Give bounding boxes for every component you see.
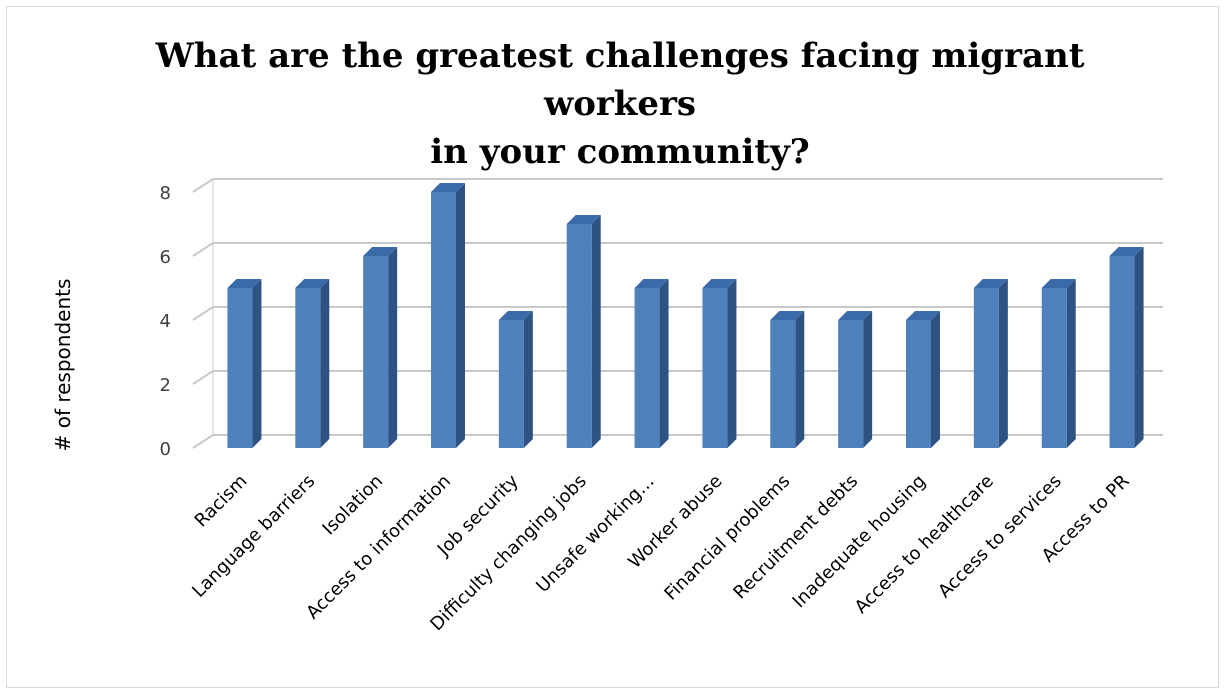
bar-side	[659, 279, 669, 448]
x-category-label: Financial problems	[660, 471, 794, 605]
bar	[702, 279, 737, 448]
chart-title-line-1: What are the greatest challenges facing …	[155, 36, 1085, 124]
bar-side	[591, 215, 601, 448]
bar-front	[1109, 256, 1135, 448]
bar-top	[702, 279, 737, 288]
x-category-label: Inadequate housing	[789, 471, 930, 612]
bar-side	[456, 183, 465, 448]
bar-front	[566, 224, 592, 448]
bar-front	[770, 320, 796, 448]
y-axis-ticks: 0 2 4 6 8	[160, 183, 171, 460]
bar-side	[795, 311, 805, 448]
x-category-label: Unsafe working…	[532, 471, 658, 597]
bar-side	[863, 311, 873, 448]
gridline	[192, 370, 1163, 385]
x-category-label: Access to services	[934, 471, 1066, 603]
x-category-label: Isolation	[318, 471, 387, 540]
chart-title: What are the greatest challenges facing …	[120, 32, 1120, 176]
gridline	[192, 306, 1163, 321]
x-category-label: Access to healthcare	[851, 471, 998, 618]
bar-side	[998, 279, 1008, 448]
bar	[227, 279, 262, 448]
bar	[431, 183, 465, 448]
bar-top	[973, 279, 1008, 288]
bar-front	[702, 288, 728, 448]
gridlines	[192, 178, 1163, 449]
bar-side	[727, 279, 737, 448]
bar-side	[320, 279, 330, 448]
y-tick-label: 4	[160, 311, 171, 332]
bar-front	[227, 288, 253, 448]
bar-side	[523, 311, 533, 448]
bar-top	[498, 311, 533, 320]
bar-front	[1041, 288, 1067, 448]
bar-top	[770, 311, 805, 320]
bar-front	[838, 320, 864, 448]
bar-top	[363, 247, 398, 256]
bar-front	[295, 288, 321, 448]
bar	[906, 311, 940, 448]
bar	[634, 279, 669, 448]
bar-front	[431, 192, 456, 448]
bar	[498, 311, 533, 448]
gridline	[192, 242, 1163, 257]
bar-front	[634, 288, 660, 448]
bar-front	[906, 320, 931, 448]
bar-side	[1134, 247, 1144, 448]
bar-side	[1066, 279, 1076, 448]
bar	[566, 215, 601, 448]
bar-top	[566, 215, 601, 224]
bar-top	[1041, 279, 1076, 288]
bar	[295, 279, 330, 448]
x-category-label: Racism	[191, 471, 252, 532]
y-tick-label: 6	[160, 247, 171, 268]
bar-top	[634, 279, 669, 288]
gridline	[192, 434, 1163, 449]
chart-frame	[6, 6, 1219, 688]
bar-side	[931, 311, 940, 448]
y-tick-label: 0	[160, 439, 171, 460]
bar-top	[431, 183, 465, 192]
bar-front	[498, 320, 524, 448]
bar-side	[252, 279, 262, 448]
bar-top	[227, 279, 262, 288]
bar	[1109, 247, 1144, 448]
bar	[1041, 279, 1076, 448]
bar	[363, 247, 398, 448]
bar-top	[1109, 247, 1144, 256]
bar	[838, 311, 873, 448]
bar-front	[363, 256, 389, 448]
bar-side	[388, 247, 398, 448]
bar-top	[295, 279, 330, 288]
bars	[227, 183, 1144, 448]
y-tick-label: 8	[160, 183, 171, 204]
bar	[973, 279, 1008, 448]
y-tick-label: 2	[160, 375, 171, 396]
bar-top	[906, 311, 940, 320]
bar-front	[973, 288, 999, 448]
bar-top	[838, 311, 873, 320]
x-category-label: Language barriers	[188, 471, 319, 602]
chart-title-line-2: in your community?	[430, 132, 810, 172]
x-category-label: Recruitment debts	[729, 471, 862, 604]
gridline	[192, 178, 1163, 193]
bar	[770, 311, 805, 448]
